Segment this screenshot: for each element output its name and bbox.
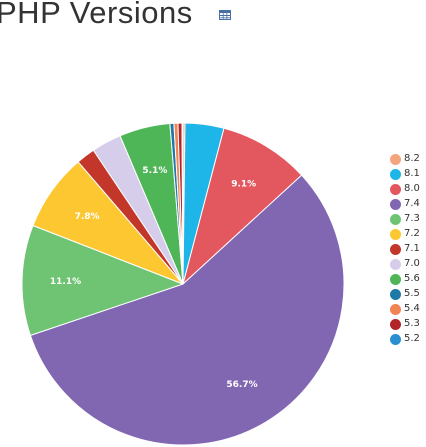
chart-title: PHP Versions: [0, 0, 193, 30]
slice-label-7-4: 56.7%: [226, 380, 257, 390]
legend-item-7-1[interactable]: 7.1: [390, 242, 426, 257]
legend-label: 7.0: [404, 258, 420, 269]
pie-slice-7-4[interactable]: [29, 174, 345, 446]
table-icon[interactable]: [219, 10, 231, 20]
legend-item-5-5[interactable]: 5.5: [390, 287, 426, 302]
legend-item-7-3[interactable]: 7.3: [390, 212, 426, 227]
legend-swatch: [390, 244, 401, 255]
legend-label: 5.4: [404, 303, 420, 314]
slice-label-5-6: 5.1%: [142, 166, 167, 176]
legend-item-7-2[interactable]: 7.2: [390, 227, 426, 242]
legend-label: 8.1: [404, 168, 420, 179]
legend-item-7-4[interactable]: 7.4: [390, 197, 426, 212]
legend-swatch: [390, 259, 401, 270]
legend-swatch: [390, 334, 401, 345]
legend-label: 5.2: [404, 333, 420, 344]
legend-item-5-4[interactable]: 5.4: [390, 302, 426, 317]
legend-label: 7.3: [404, 213, 420, 224]
legend-swatch: [390, 319, 401, 330]
legend-label: 7.4: [404, 198, 420, 209]
legend-swatch: [390, 214, 401, 225]
legend-swatch: [390, 184, 401, 195]
legend-item-5-3[interactable]: 5.3: [390, 317, 426, 332]
legend-item-5-2[interactable]: 5.2: [390, 332, 426, 347]
legend-item-5-6[interactable]: 5.6: [390, 272, 426, 287]
legend-swatch: [390, 199, 401, 210]
pie-slice-8-0[interactable]: [182, 127, 303, 285]
legend-label: 5.5: [404, 288, 420, 299]
legend-swatch: [390, 229, 401, 240]
legend-label: 7.1: [404, 243, 420, 254]
pie-slice-7-3[interactable]: [21, 224, 184, 336]
legend-item-8-2[interactable]: 8.2: [390, 152, 426, 167]
slice-label-7-2: 7.8%: [75, 212, 100, 222]
legend-swatch: [390, 289, 401, 300]
legend-swatch: [390, 169, 401, 180]
legend-swatch: [390, 154, 401, 165]
pie-slice-5-2[interactable]: [181, 122, 184, 285]
legend-label: 8.0: [404, 183, 420, 194]
slice-label-8-0: 9.1%: [231, 179, 256, 189]
legend-label: 5.3: [404, 318, 420, 329]
legend-item-8-1[interactable]: 8.1: [390, 167, 426, 182]
legend: 8.2 8.1 8.0 7.4 7.3 7.2 7.1 7.0 5.6 5.5 5.4 5.3 5.2: [390, 152, 426, 347]
legend-label: 7.2: [404, 228, 420, 239]
legend-item-7-0[interactable]: 7.0: [390, 257, 426, 272]
legend-label: 8.2: [404, 153, 420, 164]
slice-label-7-3: 11.1%: [50, 277, 81, 287]
legend-swatch: [390, 304, 401, 315]
legend-item-8-0[interactable]: 8.0: [390, 182, 426, 197]
legend-swatch: [390, 274, 401, 285]
legend-label: 5.6: [404, 273, 420, 284]
